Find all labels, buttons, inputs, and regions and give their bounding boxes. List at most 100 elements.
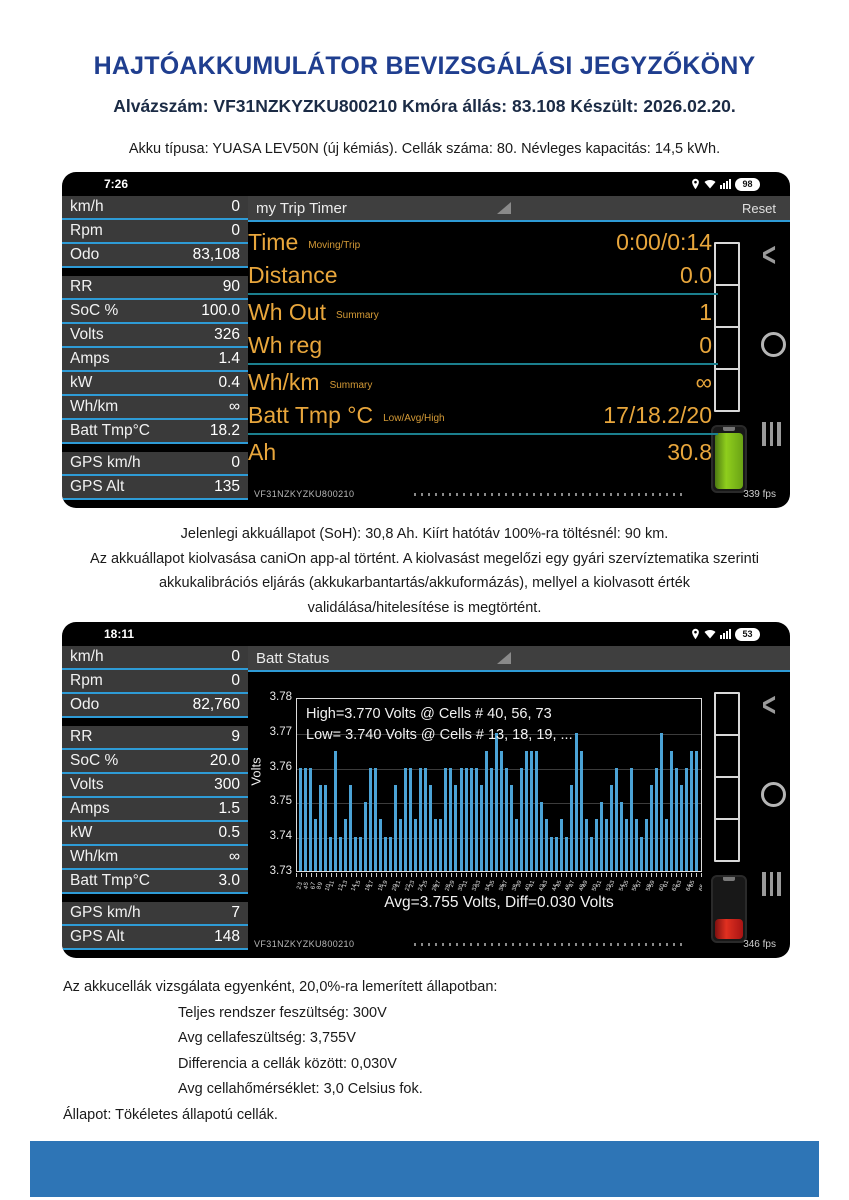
trip-row-sublabel: Summary <box>335 310 379 321</box>
soh-line: Az akkuállapot kiolvasása caniOn app-al … <box>90 550 759 567</box>
gauge-label: Volts <box>70 326 104 343</box>
back-nav-icon[interactable]: < <box>762 686 777 725</box>
wifi-icon <box>704 629 716 639</box>
trip-row-value: 1 <box>699 299 712 325</box>
battery-type-line: Akku típusa: YUASA LEV50N (új kémiás). C… <box>128 141 721 157</box>
gauge-row[interactable]: GPS Alt 135 <box>62 476 248 500</box>
cell-detail-line: Avg cellafeszültség: 3,755V <box>178 1030 356 1046</box>
header-underline <box>62 670 790 672</box>
dropdown-triangle-icon[interactable] <box>497 652 512 664</box>
gauge-label: RR <box>70 728 93 745</box>
soh-paragraph: Jelenlegi akkuállapot (SoH): 30,8 Ah. Ki… <box>0 522 849 620</box>
trip-row: Batt Tmp °C Low/Avg/High 17/18.2/20 <box>248 399 718 432</box>
gauge-row[interactable]: Batt Tmp°C 3.0 <box>62 870 248 894</box>
gauge-row[interactable]: SoC % 100.0 <box>62 300 248 324</box>
gauge-row[interactable]: SoC % 20.0 <box>62 750 248 774</box>
gauge-row[interactable]: GPS Alt 148 <box>62 926 248 950</box>
gauge-value: 0.5 <box>218 824 240 841</box>
x-tick-labels: 1234567891011121314151617181920212223242… <box>296 879 702 892</box>
trip-row: Wh Out Summary 1 <box>248 296 718 329</box>
y-tick-label: 3.73 <box>269 865 292 877</box>
pager-dots <box>414 942 684 946</box>
gauge-label: Rpm <box>70 222 103 239</box>
canion-batt-status-screenshot: 18:11 53 Batt Status km/h 0 Rpm 0 Odo 82,760 RR 9 S… <box>62 622 790 958</box>
gauge-value: 148 <box>214 928 240 945</box>
gauge-row[interactable]: Volts 300 <box>62 774 248 798</box>
reset-button[interactable]: Reset <box>742 200 776 216</box>
trip-row-sublabel: Summary <box>329 380 373 391</box>
location-icon <box>691 178 700 190</box>
trip-row: Wh reg 0 <box>248 329 718 362</box>
charge-segments <box>714 692 740 862</box>
gauge-column: Rpm 0 Odo 83,108 RR 90 SoC % 100.0 Volts 326 Amps 1… <box>62 220 248 500</box>
trip-row: Distance 0.0 <box>248 259 718 292</box>
gauge-label: Odo <box>70 246 100 263</box>
app-footer: VF31NZKYZKU800210 339 fps <box>254 486 776 502</box>
soh-line: validálása/hitelesítése is megtörtént. <box>307 599 542 616</box>
gauge-row[interactable]: km/h 0 <box>62 646 248 670</box>
gauge-value: 7 <box>231 904 240 921</box>
recents-nav-icon[interactable] <box>762 422 781 446</box>
gauge-value: 1.4 <box>218 350 240 367</box>
gauge-row[interactable]: Wh/km ∞ <box>62 396 248 420</box>
gauge-value: 83,108 <box>192 246 240 263</box>
battery-fill <box>715 433 743 489</box>
gauge-label: GPS Alt <box>70 928 125 945</box>
home-nav-icon[interactable] <box>761 332 786 357</box>
gauge-row[interactable]: kW 0.4 <box>62 372 248 396</box>
gridline <box>297 838 701 840</box>
gauge-value: 9 <box>231 728 240 745</box>
charge-segments <box>714 242 740 412</box>
gauge-label: Batt Tmp°C <box>70 422 150 439</box>
gauge-value: 0 <box>231 454 240 471</box>
canion-trip-screenshot: 7:26 98 my Trip Timer Reset km/h 0 Rpm 0 Odo 83,1… <box>62 172 790 508</box>
gauge-row[interactable]: RR 9 <box>62 726 248 750</box>
status-bar: 7:26 98 <box>62 172 790 196</box>
panel-title-bar[interactable]: Batt Status <box>248 646 790 670</box>
gauge-row[interactable]: Volts 326 <box>62 324 248 348</box>
cell-detail-line: Differencia a cellák között: 0,030V <box>178 1055 397 1072</box>
status-time: 18:11 <box>104 627 135 641</box>
gauge-label: GPS km/h <box>70 454 141 471</box>
gauge-value: 1.5 <box>218 800 240 817</box>
gauge-row[interactable]: km/h 0 <box>62 196 248 220</box>
back-nav-icon[interactable]: < <box>762 236 777 275</box>
gauge-row[interactable]: Amps 1.5 <box>62 798 248 822</box>
gauge-value: 0 <box>231 198 240 215</box>
signal-icon <box>720 629 731 639</box>
trip-row-value: ∞ <box>695 369 712 395</box>
recents-nav-icon[interactable] <box>762 872 781 896</box>
gauge-label: kW <box>70 824 93 841</box>
gauge-row[interactable]: Odo 83,108 <box>62 244 248 268</box>
gauge-row[interactable]: kW 0.5 <box>62 822 248 846</box>
trip-row-value: 17/18.2/20 <box>603 402 712 428</box>
gauge-row[interactable]: Rpm 0 <box>62 220 248 244</box>
battery-fill <box>715 918 743 939</box>
gauge-value: 0 <box>231 672 240 689</box>
gauge-row[interactable]: Amps 1.4 <box>62 348 248 372</box>
soh-line: akkukalibrációs eljárás (akkukarbantartá… <box>158 575 691 591</box>
gauge-row[interactable]: Wh/km ∞ <box>62 846 248 870</box>
gauge-row[interactable]: RR 90 <box>62 276 248 300</box>
gauge-label: km/h <box>70 198 104 215</box>
trip-row-value: 0 <box>699 332 712 358</box>
gauge-row[interactable]: GPS km/h 0 <box>62 452 248 476</box>
gauge-row[interactable]: Rpm 0 <box>62 670 248 694</box>
gauge-value: 326 <box>214 326 240 343</box>
gauge-label: GPS km/h <box>70 904 141 921</box>
dropdown-triangle-icon[interactable] <box>497 202 512 214</box>
trip-row-label: Time <box>248 229 299 255</box>
panel-title-bar[interactable]: my Trip Timer Reset <box>248 196 790 220</box>
gauge-value: 90 <box>222 278 240 295</box>
annotation-high: High=3.770 Volts @ Cells # 40, 56, 73 <box>306 706 552 722</box>
gauge-row[interactable]: GPS km/h 7 <box>62 902 248 926</box>
gridline <box>297 733 701 735</box>
cell-detail-line: Teljes rendszer feszültség: 300V <box>178 1004 387 1021</box>
status-icons: 98 <box>691 177 760 191</box>
gauge-row[interactable]: Odo 82,760 <box>62 694 248 718</box>
trip-row: Ah 30.8 <box>248 436 718 469</box>
gauge-row[interactable]: Batt Tmp°C 18.2 <box>62 420 248 444</box>
home-nav-icon[interactable] <box>761 782 786 807</box>
panel-title: Batt Status <box>256 649 330 667</box>
gauge-label: GPS Alt <box>70 478 125 495</box>
